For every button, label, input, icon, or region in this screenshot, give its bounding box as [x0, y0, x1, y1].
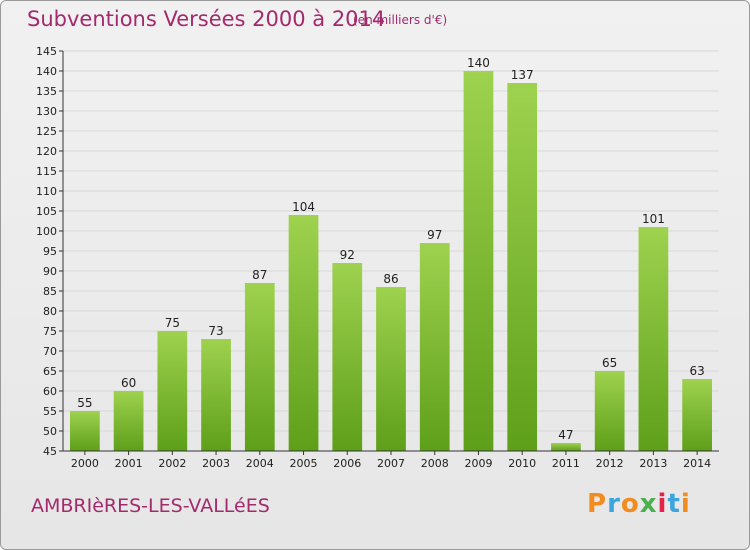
- x-tick-label: 2000: [71, 457, 99, 470]
- y-tick-label: 55: [43, 405, 57, 418]
- data-label: 73: [208, 324, 223, 338]
- brand-letter: i: [657, 489, 668, 519]
- y-tick-label: 100: [36, 225, 57, 238]
- bar: [507, 83, 538, 451]
- x-tick-label: 2010: [508, 457, 536, 470]
- data-label: 75: [165, 316, 180, 330]
- data-label: 140: [467, 56, 490, 70]
- brand-letter: r: [607, 489, 621, 519]
- brand-letter: P: [587, 489, 608, 519]
- bar: [638, 227, 669, 451]
- proxiti-logo[interactable]: Proxiti: [587, 489, 691, 519]
- bar: [113, 391, 144, 451]
- x-tick-label: 2007: [377, 457, 405, 470]
- y-tick-label: 85: [43, 285, 57, 298]
- y-tick-label: 45: [43, 445, 57, 458]
- data-label: 63: [689, 364, 704, 378]
- data-label: 97: [427, 228, 442, 242]
- data-label: 65: [602, 356, 617, 370]
- chart-subtitle: (en milliers d'€): [353, 13, 448, 27]
- data-label: 60: [121, 376, 136, 390]
- bar: [551, 443, 581, 451]
- x-tick-label: 2003: [202, 457, 230, 470]
- y-tick-label: 75: [43, 325, 57, 338]
- bar: [244, 283, 275, 451]
- data-label: 87: [252, 268, 267, 282]
- brand-letter: o: [620, 489, 640, 519]
- y-tick-label: 110: [36, 185, 57, 198]
- data-label: 86: [383, 272, 398, 286]
- bar: [682, 379, 713, 451]
- brand-letter: x: [639, 489, 658, 519]
- chart-title: Subventions Versées 2000 à 2014: [27, 7, 386, 31]
- x-tick-label: 2009: [464, 457, 492, 470]
- brand-letter: t: [667, 489, 681, 519]
- bar: [419, 243, 450, 451]
- y-tick-label: 90: [43, 265, 57, 278]
- data-label: 47: [558, 428, 573, 442]
- y-tick-label: 60: [43, 385, 57, 398]
- x-tick-label: 2011: [552, 457, 580, 470]
- y-tick-label: 130: [36, 105, 57, 118]
- y-tick-label: 145: [36, 45, 57, 58]
- bar: [157, 331, 188, 451]
- brand-letter: i: [680, 489, 691, 519]
- data-label: 55: [77, 396, 92, 410]
- y-tick-label: 125: [36, 125, 57, 138]
- y-tick-label: 105: [36, 205, 57, 218]
- x-tick-label: 2006: [333, 457, 361, 470]
- bar: [288, 215, 319, 451]
- data-label: 104: [292, 200, 315, 214]
- bar: [69, 411, 100, 451]
- data-label: 137: [511, 68, 534, 82]
- y-tick-label: 50: [43, 425, 57, 438]
- commune-name: AMBRIèRES-LES-VALLéES: [31, 495, 270, 517]
- x-tick-label: 2013: [639, 457, 667, 470]
- y-tick-label: 70: [43, 345, 57, 358]
- y-tick-label: 120: [36, 145, 57, 158]
- x-tick-label: 2008: [421, 457, 449, 470]
- y-tick-label: 95: [43, 245, 57, 258]
- y-tick-label: 140: [36, 65, 57, 78]
- x-tick-label: 2005: [290, 457, 318, 470]
- bar: [376, 287, 406, 451]
- data-label: 101: [642, 212, 665, 226]
- data-label: 92: [340, 248, 355, 262]
- bar: [463, 71, 494, 451]
- bar: [201, 339, 231, 451]
- y-tick-label: 65: [43, 365, 57, 378]
- x-tick-label: 2012: [596, 457, 624, 470]
- bar: [332, 263, 363, 451]
- x-tick-label: 2004: [246, 457, 274, 470]
- y-tick-label: 80: [43, 305, 57, 318]
- x-tick-label: 2002: [158, 457, 186, 470]
- x-tick-label: 2001: [115, 457, 143, 470]
- y-tick-label: 135: [36, 85, 57, 98]
- bar: [594, 371, 625, 451]
- y-tick-label: 115: [36, 165, 57, 178]
- x-tick-label: 2014: [683, 457, 711, 470]
